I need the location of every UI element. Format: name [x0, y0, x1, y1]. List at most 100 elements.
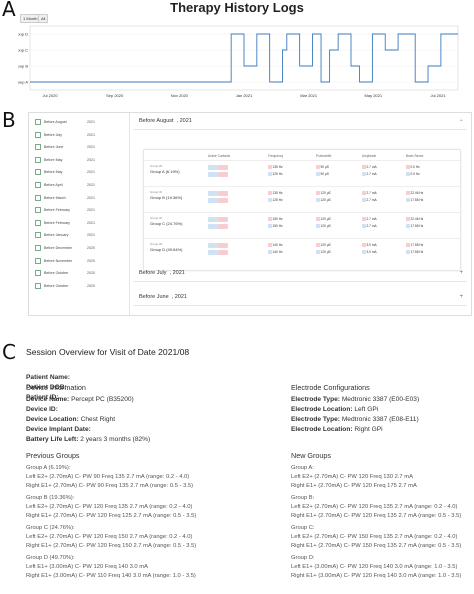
zoom-all-button[interactable]: All: [38, 14, 49, 23]
hemisphere-marker: [406, 165, 410, 169]
sidebar-item[interactable]: Before February: [35, 205, 70, 215]
document-icon: [35, 144, 41, 151]
chart-title: Therapy History Logs: [170, 0, 304, 15]
accordion-toggle-icon[interactable]: +: [459, 270, 463, 276]
detail-value: 125 Hz: [268, 172, 283, 176]
detail-value: 90 µS: [316, 165, 329, 169]
sidebar-item[interactable]: Before February: [35, 218, 70, 228]
sidebar-item-year: 2021: [87, 220, 95, 225]
contact-pill: [218, 198, 228, 203]
y-tick-label: Group B: [18, 64, 28, 69]
previous-group-name: Group D (49.70%):: [26, 555, 75, 561]
group-id-label: Group ID: [150, 242, 163, 246]
contact-pill: [208, 224, 218, 229]
value-text: 120 µS: [320, 224, 331, 228]
hemisphere-marker: [316, 191, 320, 195]
new-group-name: Group B:: [291, 495, 315, 501]
sidebar-item[interactable]: Before July: [35, 130, 62, 140]
hemisphere-marker: [362, 217, 366, 221]
sidebar-item-label: Before October: [44, 283, 69, 288]
sidebar-item[interactable]: Before November: [35, 256, 72, 266]
new-group-name: Group C:: [291, 525, 315, 531]
patient-dob-label: Patient DOB:: [26, 384, 67, 391]
value-text: 2.7 mA: [366, 224, 377, 228]
sidebar-item-year: 2021: [87, 233, 95, 238]
group-name: Group D (49.64%): [150, 247, 183, 252]
sidebar-item[interactable]: Before January: [35, 230, 68, 240]
sidebar-item[interactable]: Before August: [35, 117, 67, 127]
electrode-type-row-1: Electrode Type: Medtronic 3387 (E00-E03): [291, 396, 420, 403]
value-text: 140 Hz: [272, 243, 283, 247]
value-text: 17.58 Hz: [410, 224, 424, 228]
value-text: 22.46 Hz: [410, 217, 424, 221]
sidebar-item-year: 2021: [87, 195, 95, 200]
detail-value: 120 µS: [316, 224, 331, 228]
previous-group-name: Group C (24.76%):: [26, 525, 75, 531]
document-icon: [35, 282, 41, 289]
detail-value: 2.7 mA: [362, 165, 377, 169]
sidebar-item-label: Before February: [44, 208, 70, 213]
x-tick-label: May 2021: [365, 93, 383, 98]
new-right-setting: Right E1+ (3.00mA) C- PW 120 Freq 140 3.…: [291, 573, 462, 579]
sidebar-item[interactable]: Before May: [35, 155, 62, 165]
previous-right-setting: Right E1+ (3.00mA) C- PW 110 Freq 140 3.…: [26, 573, 196, 579]
value-text: 17.58 Hz: [410, 250, 424, 254]
previous-right-setting: Right E1+ (2.70mA) C- PW 90 Freq 135 2.7…: [26, 483, 194, 489]
detail-value: 2.7 mA: [362, 172, 377, 176]
contact-pill: [208, 172, 218, 177]
detail-column-header: Pulsewidth: [316, 154, 332, 158]
document-icon: [35, 232, 41, 239]
detail-value: 0.0 Hz: [406, 172, 420, 176]
value-text: 2.7 mA: [366, 165, 377, 169]
electrode-location-row-1: Electrode Location: Left GPi: [291, 406, 379, 413]
hemisphere-marker: [362, 243, 366, 247]
sidebar-item[interactable]: Before June: [35, 142, 63, 152]
value-text: 90 µS: [320, 172, 329, 176]
detail-value: 17.58 Hz: [406, 198, 423, 202]
previous-right-setting: Right E1+ (2.70mA) C- PW 120 Freq 125 2.…: [26, 513, 197, 519]
group-row: Group ID Group D (49.64%) 140 Hz 140 Hz 120 …: [144, 238, 460, 261]
detail-value: 22.46 Hz: [406, 217, 423, 221]
detail-value: 125 Hz: [268, 198, 283, 202]
accordion-label: Before August: [139, 118, 174, 124]
value-text: 2.7 mA: [366, 198, 377, 202]
detail-value: 17.58 Hz: [406, 250, 423, 254]
sidebar-item[interactable]: Before December: [35, 243, 72, 253]
sidebar-item[interactable]: Before October: [35, 268, 68, 278]
sidebar-item[interactable]: Before March: [35, 193, 66, 203]
hemisphere-marker: [406, 243, 410, 247]
device-id-row: Device ID:: [26, 406, 58, 413]
value-text: 2.7 mA: [366, 217, 377, 221]
y-tick-label: Group A: [18, 80, 28, 85]
sidebar-item[interactable]: Before April: [35, 180, 63, 190]
new-groups-heading: New Groups: [291, 451, 331, 460]
previous-left-setting: Left E2+ (2.70mA) C- PW 90 Freq 135 2.7 …: [26, 474, 190, 480]
detail-value: 17.58 Hz: [406, 243, 423, 247]
panel-letter-a: A: [2, 0, 16, 21]
accordion-header[interactable]: Before June, 2021 +: [133, 289, 467, 306]
accordion-toggle-icon[interactable]: −: [459, 118, 463, 124]
sidebar-item-year: 2021: [87, 183, 95, 187]
sidebar-item-label: Before June: [44, 145, 64, 150]
detail-value: 135 Hz: [268, 191, 283, 195]
accordion-toggle-icon[interactable]: +: [459, 294, 463, 300]
value-text: 120 µS: [320, 250, 331, 254]
hemisphere-marker: [406, 217, 410, 221]
sidebar-item[interactable]: Before May: [35, 167, 62, 177]
session-title: Session Overview for Visit of Date 2021/…: [26, 347, 190, 357]
group-row: Group ID Group A (6.19%) 135 Hz 125 Hz 90 µS…: [144, 160, 460, 183]
hemisphere-marker: [268, 172, 272, 176]
detail-value: 3.0 mA: [362, 243, 377, 247]
value-text: 125 Hz: [272, 198, 283, 202]
accordion-header[interactable]: Before August, 2021 −: [133, 113, 467, 130]
sidebar-item[interactable]: Before October: [35, 281, 68, 291]
detail-value: 140 Hz: [268, 243, 283, 247]
document-icon: [35, 245, 41, 251]
detail-value: 120 µS: [316, 250, 331, 254]
contact-pill: [208, 243, 218, 248]
accordion-header[interactable]: Before July, 2021 +: [133, 265, 467, 282]
group-id-label: Group ID: [150, 164, 163, 168]
value-text: 3.0 mA: [366, 250, 377, 254]
document-icon: [35, 219, 41, 226]
value-text: 135 Hz: [272, 191, 283, 195]
